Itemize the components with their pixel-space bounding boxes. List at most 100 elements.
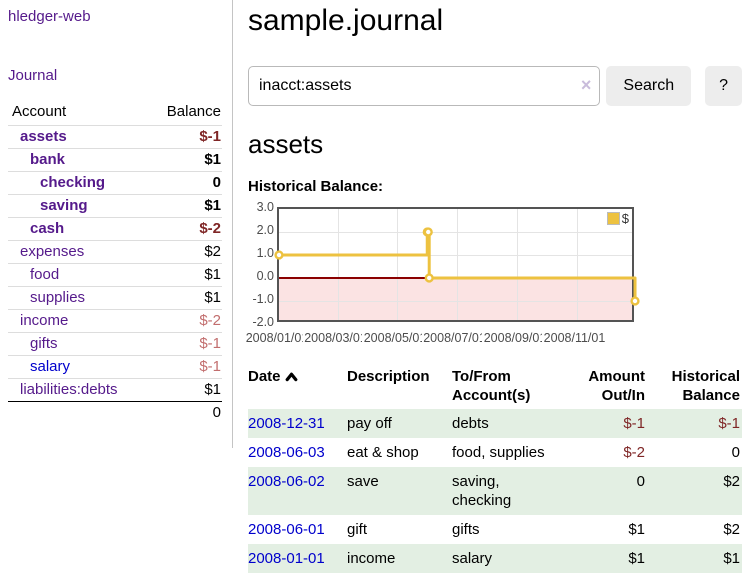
clear-search-icon[interactable]: × [580, 75, 592, 95]
gridline-horizontal [279, 255, 632, 256]
sidebar: hledger-web Journal Account Balance asse… [0, 0, 233, 448]
account-cell: saving [8, 194, 147, 218]
transaction-date-link[interactable]: 2008-06-01 [248, 521, 325, 538]
search-box: × [248, 66, 601, 106]
account-link[interactable]: checking [40, 174, 106, 191]
account-balance: $-1 [146, 355, 222, 379]
account-balance: $1 [146, 286, 222, 310]
account-cell: bank [8, 148, 147, 172]
account-row: bank $1 [8, 148, 222, 172]
y-axis-tick-label: 3.0 [256, 200, 274, 214]
column-header-balance: Historical Balance [671, 368, 740, 404]
column-header-date-label: Date [248, 368, 281, 385]
account-link[interactable]: supplies [30, 289, 86, 306]
register-balance-cell: $2 [723, 473, 740, 490]
register-date-cell: 2008-06-01 [248, 515, 347, 544]
x-axis-tick-label: 2008/05/01 [362, 331, 429, 345]
account-cell: salary [8, 355, 147, 379]
register-date-cell: 2008-06-03 [248, 438, 347, 467]
account-link[interactable]: gifts [30, 335, 58, 352]
x-axis-tick-label: 2008/07/01 [421, 331, 488, 345]
gridline-horizontal [279, 232, 632, 233]
gridline-vertical [517, 209, 518, 320]
balance-series [274, 227, 640, 306]
register-date-cell: 2008-06-02 [248, 467, 347, 515]
chart-legend: $ [606, 211, 629, 226]
column-header-amount: Amount Out/In [588, 368, 645, 404]
register-row: 2008-12-31 pay off debts $-1 $-1 [248, 409, 742, 438]
transaction-date-link[interactable]: 2008-06-03 [248, 444, 325, 461]
help-button[interactable]: ? [705, 66, 742, 106]
account-cell: expenses [8, 240, 147, 264]
y-axis-tick-label: 1.0 [256, 246, 274, 260]
register-date-cell: 2008-01-01 [248, 544, 347, 573]
account-link[interactable]: income [20, 312, 69, 329]
account-link[interactable]: liabilities:debts [20, 381, 118, 398]
brand-link[interactable]: hledger-web [8, 8, 91, 25]
chart-plot-area: $ [274, 207, 640, 322]
account-link[interactable]: expenses [20, 243, 85, 260]
y-axis-tick-label: 2.0 [256, 223, 274, 237]
account-link[interactable]: food [30, 266, 60, 283]
account-balance: $1 [146, 263, 222, 287]
account-row: food $1 [8, 263, 222, 287]
x-axis-tick-label: 2008/11/01 [541, 331, 608, 345]
account-row: expenses $2 [8, 240, 222, 264]
legend-series-label: $ [621, 211, 629, 226]
account-cell: liabilities:debts [8, 378, 147, 402]
data-point-marker [630, 296, 640, 306]
account-cell: gifts [8, 332, 147, 356]
account-link[interactable]: saving [40, 197, 88, 214]
account-balance: $-1 [199, 128, 221, 145]
register-accounts-cell: debts [452, 415, 489, 432]
account-link[interactable]: salary [30, 358, 71, 375]
account-row: saving $1 [8, 194, 222, 218]
account-row: supplies $1 [8, 286, 222, 310]
register-amount-cell: $-1 [623, 415, 645, 432]
register-header-row: Date Description To/From Account(s) Amou… [248, 365, 742, 409]
register-accounts-cell: saving, checking [452, 473, 512, 509]
register-row: 2008-06-02 save saving, checking 0 $2 [248, 467, 742, 515]
search-button[interactable]: Search [606, 66, 692, 106]
legend-color-swatch [606, 212, 620, 225]
column-header-accounts: To/From Account(s) [452, 368, 531, 404]
account-balance: $1 [146, 148, 222, 172]
historical-balance-chart: 3.0 2.0 1.0 0.0 -1.0 -2.0 $2008/01/01 2008/03/0… [244, 200, 718, 349]
sidebar-item-journal[interactable]: Journal [8, 67, 58, 84]
register-balance-cell: 0 [731, 444, 740, 461]
register-description-cell: income [347, 550, 396, 567]
account-balance: $-2 [146, 217, 222, 241]
register-balance-cell: $-1 [718, 415, 740, 432]
register-description-cell: eat & shop [347, 444, 419, 461]
column-header-description: Description [347, 368, 430, 385]
account-row: salary $-1 [8, 355, 222, 379]
accounts-header-balance: Balance [146, 100, 222, 126]
accounts-total-row: 0 [8, 401, 222, 424]
x-axis-tick-label: 2008/01/01 [244, 331, 310, 345]
gridline-vertical [337, 209, 339, 320]
data-point-marker [274, 250, 284, 260]
account-balance: $1 [146, 378, 222, 402]
search-input[interactable] [248, 66, 601, 106]
column-header-date[interactable]: Date [248, 365, 347, 409]
register-amount-cell: 0 [636, 473, 645, 490]
account-cell: assets [8, 126, 147, 149]
account-link[interactable]: cash [30, 220, 65, 237]
account-row: income $-2 [8, 309, 222, 333]
register-table: Date Description To/From Account(s) Amou… [248, 365, 742, 573]
account-link[interactable]: assets [20, 128, 67, 145]
account-link[interactable]: bank [30, 151, 66, 168]
account-balance: 0 [146, 171, 222, 195]
register-row: 2008-01-01 income salary $1 $1 [248, 544, 742, 573]
accounts-header-row: Account Balance [8, 100, 222, 126]
accounts-table: Account Balance assets $-1 bank $1 checking 0… [8, 100, 222, 424]
account-balance: $-2 [146, 309, 222, 333]
transaction-date-link[interactable]: 2008-06-02 [248, 473, 325, 490]
register-date-cell: 2008-12-31 [248, 409, 347, 438]
accounts-total-spacer [8, 401, 147, 424]
transaction-date-link[interactable]: 2008-01-01 [248, 550, 325, 567]
account-row: checking 0 [8, 171, 222, 195]
x-axis-tick-label: 2008/03/01 [302, 331, 369, 345]
transaction-date-link[interactable]: 2008-12-31 [248, 415, 325, 432]
account-balance: $2 [146, 240, 222, 264]
